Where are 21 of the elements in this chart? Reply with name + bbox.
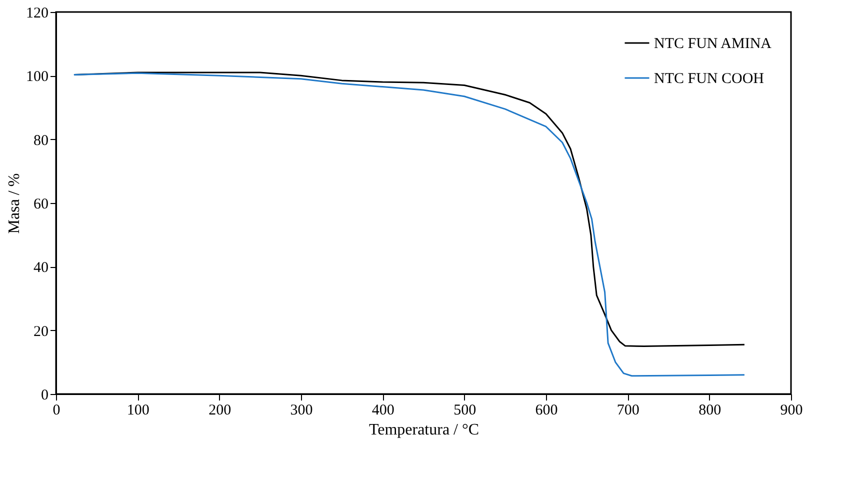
y-tick-label: 40 (34, 260, 48, 276)
y-tick-label: 100 (26, 69, 48, 86)
x-axis-title: Temperatura / °C (368, 422, 480, 438)
y-axis-title: Masa / % (6, 173, 23, 234)
x-tick-label: 800 (698, 402, 722, 418)
x-tick-label: 600 (535, 402, 558, 418)
x-tick-label: 700 (616, 402, 640, 418)
legend-label: NTC FUN AMINA (654, 36, 772, 52)
x-tick-label: 0 (52, 402, 60, 418)
x-tick-label: 900 (780, 402, 803, 418)
y-tick-label: 80 (34, 132, 48, 149)
x-tick-label: 400 (372, 402, 394, 418)
legend-label: NTC FUN COOH (654, 71, 764, 87)
x-tick-label: 200 (208, 402, 232, 418)
y-tick-label: 0 (41, 388, 48, 404)
y-tick-label: 20 (34, 324, 48, 340)
y-tick-label: 120 (26, 6, 48, 22)
x-tick-label: 100 (126, 402, 150, 418)
x-tick-label: 300 (290, 402, 313, 418)
x-tick-label: 500 (454, 402, 476, 418)
y-tick-label: 60 (34, 196, 48, 212)
